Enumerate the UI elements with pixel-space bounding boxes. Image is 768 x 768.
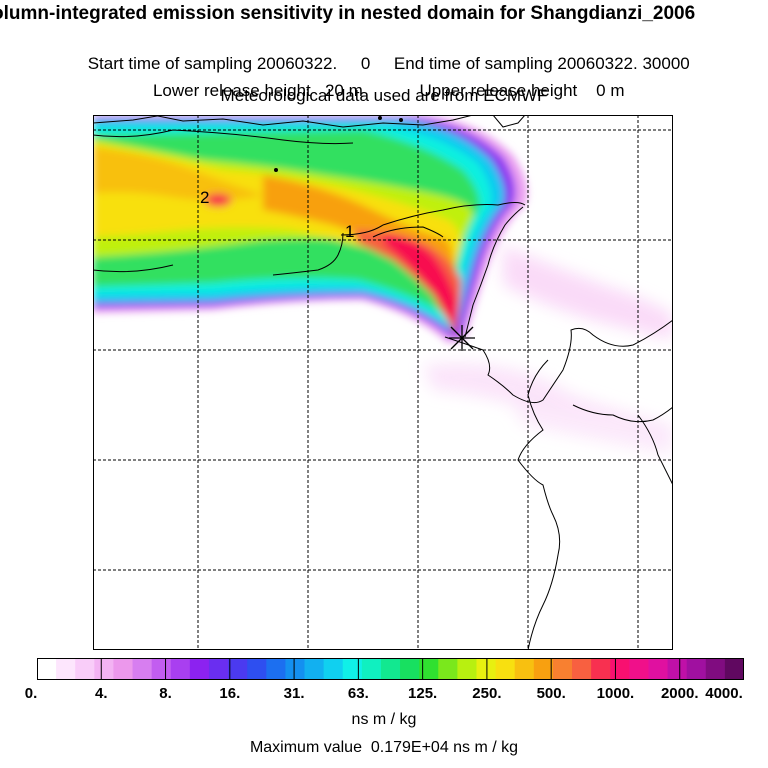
colorbar-swatch [380,658,401,680]
colorbar [37,658,744,680]
coastlines [93,115,673,650]
colorbar-swatch [361,658,382,680]
lower-release-label: Lower release height 20 m [152,81,363,100]
upper-release-label: Upper release height 0 m [419,81,625,100]
colorbar-tick-label: 1000. [596,685,635,702]
colorbar-swatch [132,658,153,680]
map-border [93,115,673,650]
colorbar-swatch [724,658,744,680]
sensitivity-map: 2 1 [93,115,673,650]
colorbar-swatch [208,658,229,680]
colorbar-swatch [572,658,592,680]
colorbar-tick-label: 500. [536,685,566,702]
colorbar-tick-label: 8. [159,685,172,702]
start-time-label: Start time of sampling 20060322. 0 [87,54,371,73]
colorbar-swatch [323,658,344,680]
colorbar-tick-label: 63. [347,685,369,702]
max-value-text: Maximum value 0.179E+04 ns m / kg [249,739,519,756]
colorbar-swatch [113,658,134,680]
colorbar-tick-label: 250. [472,685,502,702]
colorbar-tick-label: 31. [283,685,305,702]
colorbar-swatch [495,658,516,680]
colorbar-swatch [94,658,115,680]
colorbar-swatch [591,658,611,680]
colorbar-swatch [37,658,57,680]
lat-lon-grid [93,115,673,650]
colorbar-swatch [457,658,478,680]
colorbar-swatch [514,658,535,680]
colorbar-tick-label: 16. [219,685,241,702]
low-sensitivity-plume [423,245,673,455]
colorbar-tick-label: 4. [95,685,108,702]
sampling-time-line: Start time of sampling 20060322. 0 End t… [0,34,768,74]
colorbar-tick-label: 4000. [705,685,743,702]
colorbar-swatch [228,658,248,680]
colorbar-swatch [705,658,726,680]
colorbar-swatch [266,658,287,680]
colorbar-swatch [648,658,669,680]
plot-title: olumn-integrated emission sensitivity in… [0,3,696,24]
colorbar-swatch [75,658,95,680]
colorbar-swatch [610,658,630,680]
colorbar-border [37,658,744,680]
colorbar-swatch [285,658,306,680]
colorbar-swatch [476,658,497,680]
colorbar-swatch [342,658,363,680]
release-height-line: Lower release height 20 m Upper release … [0,61,768,101]
colorbar-ticks [37,658,744,680]
colorbar-swatch [304,658,325,680]
colorbar-swatch [170,658,191,680]
colorbar-swatch [419,658,439,680]
colorbar-tick-label: 0. [24,685,38,702]
contour-label-1: 1 [345,222,354,241]
colorbar-swatch [151,658,172,680]
receptor-cross-icon [449,325,475,351]
colorbar-swatch [667,658,688,680]
colorbar-swatch [400,658,420,680]
map-panel: 2 1 [93,115,673,650]
colorbar-swatch [552,658,573,680]
met-data-label: Meteorological data used are from ECMWF [220,86,548,105]
colorbar-swatch [629,658,650,680]
colorbar-tick-label: 125. [408,685,438,702]
max-value-label: Maximum value 0.179E+04 ns m / kg [0,739,768,757]
colorbar-swatch [56,658,76,680]
colorbar-swatches [37,658,744,680]
colorbar-swatch [189,658,210,680]
end-time-label: End time of sampling 20060322. 30000 [393,54,690,73]
main-plume [93,115,528,343]
units-label: ns m / kg [351,711,417,728]
colorbar-swatch [247,658,267,680]
colorbar-swatch [438,658,458,680]
colorbar-swatch [686,658,707,680]
colorbar-swatch [533,658,554,680]
colorbar-tick-label: 2000. [660,685,699,702]
contour-label-2: 2 [200,188,209,207]
